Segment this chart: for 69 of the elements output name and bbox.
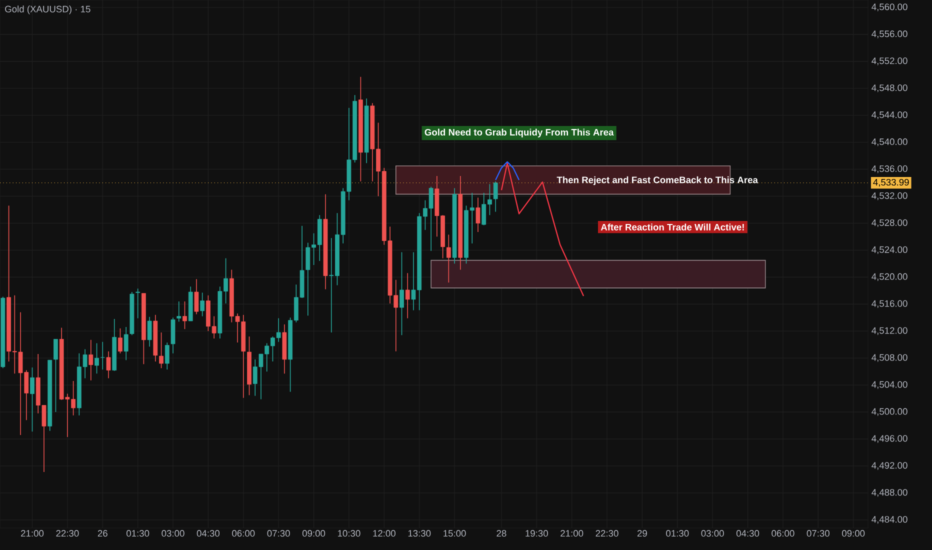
x-tick-label: 07:30 bbox=[806, 530, 830, 537]
x-tick-label: 13:30 bbox=[408, 530, 431, 537]
candlestick bbox=[405, 272, 410, 319]
candlestick bbox=[94, 342, 99, 374]
annotation: Then Reject and Fast ComeBack to This Area bbox=[556, 176, 758, 186]
candlestick bbox=[400, 252, 404, 336]
x-tick-label: 22:30 bbox=[56, 530, 79, 537]
y-tick-label: 4,512.00 bbox=[872, 327, 908, 335]
candlestick bbox=[164, 342, 170, 370]
annotation: Gold Need to Grab Liquidy From This Area bbox=[424, 128, 614, 138]
x-tick-label: 10:30 bbox=[338, 530, 360, 537]
y-tick-label: 4,488.00 bbox=[872, 489, 908, 497]
x-tick-label: 29 bbox=[637, 530, 647, 537]
candlestick bbox=[54, 338, 58, 412]
candlestick bbox=[182, 301, 187, 330]
x-tick-label: 03:00 bbox=[701, 530, 724, 537]
candlestick bbox=[194, 278, 199, 315]
y-tick-label: 4,520.00 bbox=[872, 273, 908, 281]
x-tick-label: 09:00 bbox=[842, 530, 865, 537]
text: Gold (XAUUSD) · 15 bbox=[5, 6, 90, 14]
candlestick bbox=[124, 326, 128, 360]
candlestick bbox=[30, 367, 34, 432]
x-tick-label: 01:30 bbox=[126, 530, 150, 537]
y-tick-label: 4,560.00 bbox=[872, 4, 908, 12]
x-tick-label: 26 bbox=[98, 530, 108, 537]
candlestick bbox=[476, 197, 480, 232]
y-tick-label: 4,544.00 bbox=[872, 111, 908, 120]
y-tick-label: 4,484.00 bbox=[872, 516, 908, 524]
y-tick-label: 4,492.00 bbox=[872, 462, 908, 470]
x-tick-label: 04:30 bbox=[736, 530, 760, 537]
annotation: After Reaction Trade Will Active! bbox=[600, 224, 744, 230]
candlestick bbox=[136, 288, 140, 319]
x-tick-label: 28 bbox=[496, 530, 506, 537]
candlestick bbox=[176, 301, 182, 322]
y-tick-label: 4,548.00 bbox=[872, 84, 908, 92]
candlestick bbox=[159, 332, 164, 369]
candlestick bbox=[493, 180, 498, 212]
x-tick-label: 07:30 bbox=[267, 530, 290, 537]
candlestick bbox=[446, 234, 451, 283]
x-tick-label: 01:30 bbox=[666, 530, 689, 537]
y-tick-label: 4,524.00 bbox=[872, 246, 908, 254]
x-tick-label: 19:30 bbox=[526, 530, 548, 537]
y-tick-label: 4,516.00 bbox=[872, 300, 908, 308]
x-tick-label: 04:30 bbox=[196, 530, 220, 537]
y-tick-label: 4,508.00 bbox=[872, 354, 908, 362]
candlestick bbox=[200, 292, 205, 317]
x-tick-label: 22:30 bbox=[596, 530, 618, 537]
x-tick-label: 12:00 bbox=[373, 530, 396, 537]
candlestick bbox=[106, 350, 111, 379]
candlestick bbox=[88, 339, 94, 381]
candlestick bbox=[118, 328, 122, 354]
y-tick-label: 4,528.00 bbox=[872, 219, 908, 228]
x-tick-label: 21:00 bbox=[560, 530, 584, 537]
x-tick-label: 06:00 bbox=[232, 530, 255, 537]
x-tick-label: 09:00 bbox=[302, 530, 326, 537]
y-tick-label: 4,556.00 bbox=[872, 30, 908, 38]
y-tick-label: 4,532.00 bbox=[872, 192, 908, 200]
y-tick-label: 4,536.00 bbox=[872, 165, 908, 174]
candlestick bbox=[147, 316, 152, 347]
y-tick-label: 4,504.00 bbox=[872, 381, 908, 389]
x-tick-label: 15:00 bbox=[444, 530, 466, 537]
ref-line-label: 4,533.99 bbox=[873, 178, 909, 187]
y-tick-label: 4,496.00 bbox=[872, 435, 908, 443]
y-tick-label: 4,540.00 bbox=[872, 138, 908, 146]
x-tick-label: 06:00 bbox=[772, 530, 794, 537]
x-tick-label: 21:00 bbox=[21, 530, 44, 537]
y-tick-label: 4,500.00 bbox=[872, 408, 908, 416]
x-tick-label: 03:00 bbox=[162, 530, 184, 537]
y-tick-label: 4,552.00 bbox=[872, 58, 908, 66]
